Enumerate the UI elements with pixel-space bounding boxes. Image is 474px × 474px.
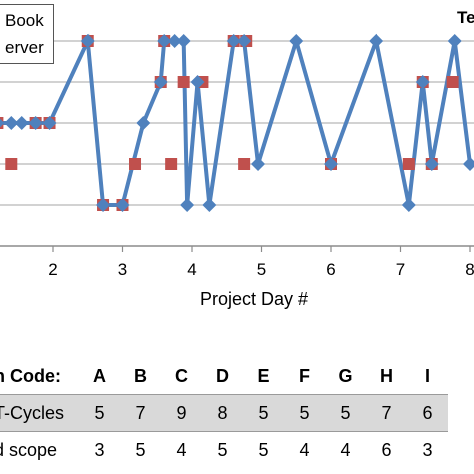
code-cell: C: [175, 365, 188, 386]
data-point-diamond: [0, 118, 5, 128]
table-cell: 5: [258, 439, 269, 460]
table-cell: 7: [120, 394, 161, 432]
data-point-diamond: [324, 157, 338, 171]
x-tick-label: 5: [257, 260, 266, 279]
table-cell: 3: [94, 439, 105, 460]
data-point-diamond: [237, 34, 252, 48]
data-point-diamond: [80, 34, 95, 48]
table-row: T-Cycles 5 7 9 8 5 5 5 7 6: [0, 394, 448, 432]
code-cell: F: [299, 365, 310, 386]
table-cell: 5: [243, 394, 284, 432]
data-point-diamond: [415, 75, 430, 89]
table-cell: 5: [284, 394, 325, 432]
data-point-square: [402, 158, 415, 170]
x-tick-label: 7: [396, 260, 405, 279]
table-cell: 5: [325, 394, 366, 432]
x-tick-label: 4: [187, 260, 196, 279]
data-point-square: [5, 158, 18, 170]
data-point-diamond: [180, 198, 195, 212]
table-cell: 9: [161, 394, 202, 432]
data-point-diamond: [289, 34, 304, 48]
table-cell: 6: [381, 439, 392, 460]
legend-entry-1: Book: [5, 11, 44, 30]
data-point-square: [177, 76, 190, 88]
data-point-diamond: [115, 198, 130, 212]
table-cell: 3: [422, 439, 433, 460]
legend-entry-2: erver: [5, 38, 44, 57]
data-point-diamond: [167, 34, 182, 48]
x-axis-title: Project Day #: [200, 289, 309, 309]
data-point-diamond: [42, 116, 57, 130]
table-cell: 5: [135, 439, 146, 460]
data-point-square: [165, 158, 178, 170]
data-point-diamond: [14, 116, 29, 130]
data-point-diamond: [463, 157, 474, 171]
data-point-diamond: [153, 75, 168, 89]
data-point-square: [238, 158, 251, 170]
series-markers-blue: [0, 34, 474, 212]
data-point-diamond: [176, 34, 191, 48]
code-header-label: n Code:: [0, 365, 61, 386]
data-point-diamond: [401, 198, 416, 212]
x-tick-label: 6: [326, 260, 335, 279]
code-cell: H: [380, 365, 393, 386]
data-point-diamond: [4, 116, 19, 130]
table-cell: 8: [202, 394, 243, 432]
table-cell: 7: [366, 394, 407, 432]
data-point-diamond: [447, 34, 462, 48]
data-point-square: [129, 158, 142, 170]
data-point-square: [446, 76, 459, 88]
x-tick-labels: 2 3 4 5 6 7 8: [48, 246, 474, 279]
legend: Book erver: [0, 4, 54, 64]
table-cell: 4: [340, 439, 351, 460]
code-header-row: n Code: A B C D E F G H I: [0, 358, 448, 395]
data-point-diamond: [136, 116, 151, 130]
table-cell: 6: [407, 394, 448, 432]
data-point-diamond: [369, 34, 384, 48]
data-point-diamond: [28, 116, 43, 130]
x-tick-label: 8: [465, 260, 474, 279]
data-point-diamond: [96, 198, 111, 212]
code-cell: E: [257, 365, 270, 386]
table-cell: 4: [176, 439, 187, 460]
row-label: d scope: [0, 439, 58, 460]
table-cell: 4: [299, 439, 310, 460]
x-tick-label: 2: [48, 260, 57, 279]
code-cell: G: [338, 365, 353, 386]
table-cell: 5: [217, 439, 228, 460]
corner-label: Te: [457, 8, 474, 27]
table-cell: 5: [79, 394, 120, 432]
data-point-diamond: [251, 157, 266, 171]
x-tick-label: 3: [118, 260, 127, 279]
data-point-diamond: [226, 34, 241, 48]
data-point-diamond: [190, 75, 205, 89]
code-cell: I: [424, 365, 430, 386]
data-point-diamond: [424, 157, 439, 171]
row-label: T-Cycles: [0, 394, 79, 432]
code-cell: B: [134, 365, 147, 386]
code-cell: D: [216, 365, 229, 386]
table-row: d scope 3 5 4 5 5 4 4 6 3: [0, 432, 448, 469]
data-point-diamond: [202, 198, 217, 212]
code-cell: A: [93, 365, 106, 386]
code-table: n Code: A B C D E F G H I T-Cycles 5 7 9…: [0, 358, 448, 468]
data-point-diamond: [157, 34, 172, 48]
